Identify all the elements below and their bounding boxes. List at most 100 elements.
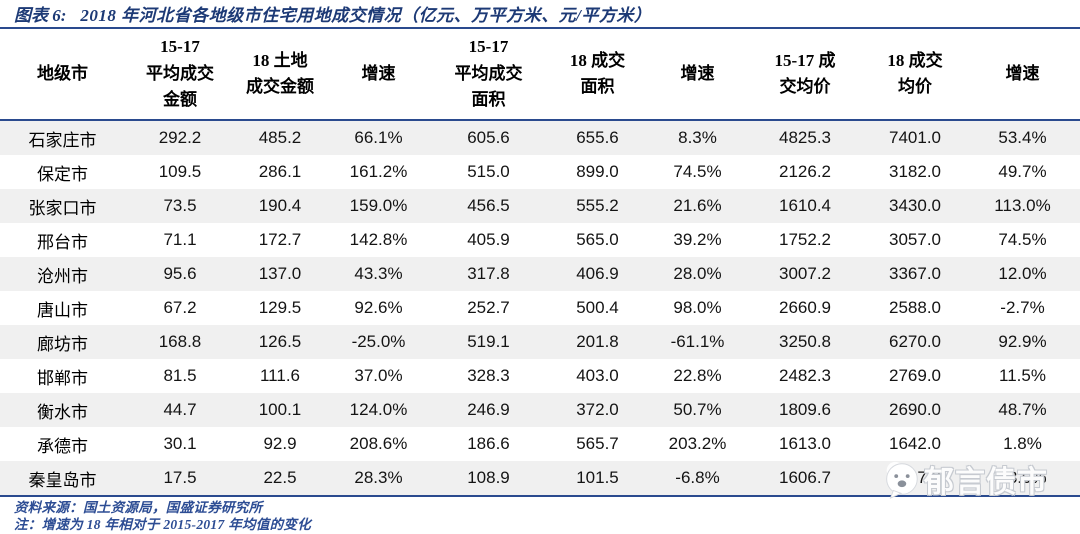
value-cell: 2660.9 <box>779 298 831 317</box>
value-cell: 22.8% <box>673 366 722 385</box>
value-cell: 1610.4 <box>779 196 831 215</box>
value-cell: 372.0 <box>576 400 619 419</box>
value-cell: 1642.0 <box>889 434 941 453</box>
value-cell: 38.0% <box>998 468 1047 487</box>
value-cell: 186.6 <box>467 434 510 453</box>
value-cell: 172.7 <box>258 230 302 249</box>
value-cell: 286.1 <box>258 162 302 181</box>
value-cell: 2482.3 <box>779 366 831 385</box>
col-header-18-amount: 18 土地 成交金额 <box>246 50 314 96</box>
value-cell: 2769.0 <box>889 366 941 385</box>
title-divider <box>0 27 1080 29</box>
value-cell: 22.5 <box>263 468 297 487</box>
city-cell: 廊坊市 <box>37 334 88 354</box>
value-cell: 406.9 <box>576 264 619 283</box>
city-cell: 沧州市 <box>37 266 88 286</box>
col-header-18-avg-price: 18 成交 均价 <box>887 50 943 96</box>
table-header-row: 地级市 15-17 平均成交 金额 18 土地 成交金额 增速 15-17 平均… <box>0 29 1080 121</box>
value-cell: 129.5 <box>258 298 302 317</box>
col-header-1517-avg-price: 15-17 成 交均价 <box>774 50 836 96</box>
table-row: 衡水市 44.7 100.1 124.0% 246.9 372.0 50.7% 1809.6 2… <box>0 393 1080 427</box>
city-cell: 秦皇岛市 <box>28 470 97 490</box>
city-cell: 保定市 <box>37 164 88 184</box>
value-cell: 7401.0 <box>889 128 941 147</box>
value-cell: 37.0% <box>354 366 403 385</box>
value-cell: 328.3 <box>467 366 510 385</box>
col-header-18-area: 18 成交 面积 <box>569 50 626 96</box>
table-row: 邯郸市 81.5 111.6 37.0% 328.3 403.0 22.8% 2482.3 27… <box>0 359 1080 393</box>
col-header-1517-area: 15-17 平均成交 面积 <box>454 37 523 110</box>
value-cell: 28.3% <box>354 468 403 487</box>
land-transaction-table: 地级市 15-17 平均成交 金额 18 土地 成交金额 增速 15-17 平均… <box>0 29 1080 497</box>
value-cell: 292.2 <box>158 128 202 147</box>
table-row: 廊坊市 168.8 126.5 -25.0% 519.1 201.8 -61.1% 3250.… <box>0 325 1080 359</box>
value-cell: 168.8 <box>158 332 202 351</box>
col-header-amount-growth: 增速 <box>361 63 396 83</box>
page-title: 2018 年河北省各地级市住宅用地成交情况（亿元、万平方米、元/平方米） <box>80 6 652 25</box>
value-cell: 142.8% <box>349 230 408 249</box>
value-cell: 43.3% <box>354 264 403 283</box>
value-cell: 3182.0 <box>889 162 941 181</box>
value-cell: 101.5 <box>576 468 619 487</box>
value-cell: 2217.0 <box>889 468 941 487</box>
value-cell: -6.8% <box>675 468 720 487</box>
table-row: 邢台市 71.1 172.7 142.8% 405.9 565.0 39.2% 1752.2 3… <box>0 223 1080 257</box>
value-cell: 3057.0 <box>889 230 941 249</box>
value-cell: 555.2 <box>576 196 619 215</box>
city-cell: 邢台市 <box>37 232 88 252</box>
value-cell: 49.7% <box>998 162 1047 181</box>
value-cell: 71.1 <box>163 230 197 249</box>
col-header-price-growth: 增速 <box>1005 63 1040 83</box>
table-body: 石家庄市 292.2 485.2 66.1% 605.6 655.6 8.3% 4825.3 7… <box>0 121 1080 495</box>
growth-note: 注：增速为 18 年相对于 2015-2017 年均值的变化 <box>14 517 311 532</box>
value-cell: 565.7 <box>576 434 619 453</box>
value-cell: 124.0% <box>349 400 408 419</box>
value-cell: 17.5 <box>163 468 197 487</box>
value-cell: 74.5% <box>673 162 722 181</box>
value-cell: 519.1 <box>467 332 510 351</box>
value-cell: 30.1 <box>163 434 197 453</box>
value-cell: 21.6% <box>673 196 722 215</box>
table-row: 石家庄市 292.2 485.2 66.1% 605.6 655.6 8.3% 4825.3 7… <box>0 121 1080 155</box>
value-cell: 1809.6 <box>779 400 831 419</box>
value-cell: 515.0 <box>467 162 510 181</box>
table-row: 沧州市 95.6 137.0 43.3% 317.8 406.9 28.0% 3007.2 33… <box>0 257 1080 291</box>
source-note: 资料来源：国土资源局，国盛证券研究所 <box>14 500 263 515</box>
value-cell: 81.5 <box>163 366 197 385</box>
value-cell: 456.5 <box>467 196 510 215</box>
value-cell: -61.1% <box>670 332 725 351</box>
table-bottom-divider <box>0 495 1080 497</box>
value-cell: 605.6 <box>467 128 510 147</box>
city-cell: 邯郸市 <box>37 368 88 388</box>
value-cell: 3367.0 <box>889 264 941 283</box>
value-cell: 403.0 <box>576 366 619 385</box>
value-cell: 1.8% <box>1003 434 1042 453</box>
figure-label: 图表 6: <box>14 6 67 25</box>
city-cell: 石家庄市 <box>28 130 97 150</box>
value-cell: 1752.2 <box>779 230 831 249</box>
value-cell: 2126.2 <box>779 162 831 181</box>
value-cell: 50.7% <box>673 400 722 419</box>
table-row: 承德市 30.1 92.9 208.6% 186.6 565.7 203.2% 1613.0 1… <box>0 427 1080 461</box>
value-cell: 39.2% <box>673 230 722 249</box>
value-cell: 11.5% <box>999 366 1046 385</box>
value-cell: 3250.8 <box>779 332 831 351</box>
value-cell: 252.7 <box>467 298 510 317</box>
value-cell: 203.2% <box>668 434 727 453</box>
value-cell: 95.6 <box>163 264 197 283</box>
value-cell: 126.5 <box>258 332 302 351</box>
value-cell: 66.1% <box>354 128 403 147</box>
col-header-area-growth: 增速 <box>680 63 715 83</box>
figure-title-bar: 图表 6: 2018 年河北省各地级市住宅用地成交情况（亿元、万平方米、元/平方… <box>0 0 1080 27</box>
value-cell: 208.6% <box>349 434 408 453</box>
value-cell: 161.2% <box>349 162 408 181</box>
value-cell: 2690.0 <box>889 400 941 419</box>
value-cell: 137.0 <box>258 264 302 283</box>
value-cell: 8.3% <box>678 128 717 147</box>
value-cell: 565.0 <box>576 230 619 249</box>
city-cell: 唐山市 <box>37 300 88 320</box>
value-cell: 73.5 <box>163 196 197 215</box>
col-header-1517-amount: 15-17 平均成交 金额 <box>146 37 214 110</box>
value-cell: 246.9 <box>467 400 510 419</box>
value-cell: 3430.0 <box>889 196 941 215</box>
